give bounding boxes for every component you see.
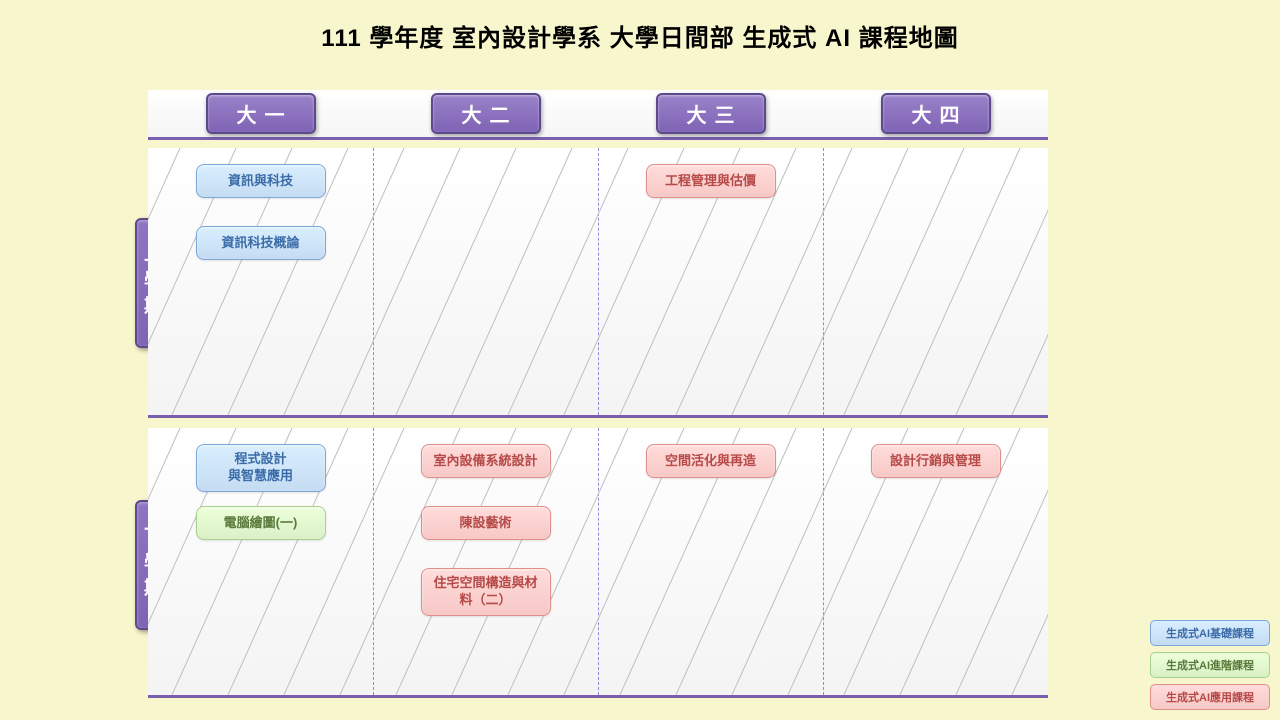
course-box: 程式設計與智慧應用 (196, 444, 326, 492)
course-grid: 大一 大二 大三 大四 資訊與科技資訊科技概論 工程管理與估價 程式設計與智慧應用電腦繪… (148, 90, 1048, 700)
year-header-cell: 大二 (373, 90, 598, 137)
page-title: 111 學年度 室內設計學系 大學日間部 生成式 AI 課程地圖 (0, 18, 1280, 53)
legend-item: 生成式AI基礎課程 (1150, 620, 1270, 646)
column-separator (373, 428, 374, 695)
year-badge: 大一 (206, 93, 316, 134)
course-box: 工程管理與估價 (646, 164, 776, 198)
semester-block-bottom: 程式設計與智慧應用電腦繪圖(一) 室內設備系統設計陳設藝術住宅空間構造與材料（二）… (148, 428, 1048, 698)
legend-item: 生成式AI應用課程 (1150, 684, 1270, 710)
year-badge: 大三 (656, 93, 766, 134)
column-separator (823, 148, 824, 415)
legend-item: 生成式AI進階課程 (1150, 652, 1270, 678)
column-separator (598, 148, 599, 415)
year-badge: 大四 (881, 93, 991, 134)
course-box: 電腦繪圖(一) (196, 506, 326, 540)
legend: 生成式AI基礎課程生成式AI進階課程生成式AI應用課程 (1150, 620, 1270, 710)
semester-block-top: 資訊與科技資訊科技概論 工程管理與估價 (148, 148, 1048, 418)
course-box: 資訊與科技 (196, 164, 326, 198)
year-header-cell: 大四 (823, 90, 1048, 137)
column-separator (823, 428, 824, 695)
course-box: 空間活化與再造 (646, 444, 776, 478)
course-box: 資訊科技概論 (196, 226, 326, 260)
course-box: 設計行銷與管理 (871, 444, 1001, 478)
year-badge: 大二 (431, 93, 541, 134)
year-header-cell: 大三 (598, 90, 823, 137)
course-box: 室內設備系統設計 (421, 444, 551, 478)
course-box: 住宅空間構造與材料（二） (421, 568, 551, 616)
year-header-row: 大一 大二 大三 大四 (148, 90, 1048, 140)
course-box: 陳設藝術 (421, 506, 551, 540)
year-header-cell: 大一 (148, 90, 373, 137)
column-separator (598, 428, 599, 695)
column-separator (373, 148, 374, 415)
